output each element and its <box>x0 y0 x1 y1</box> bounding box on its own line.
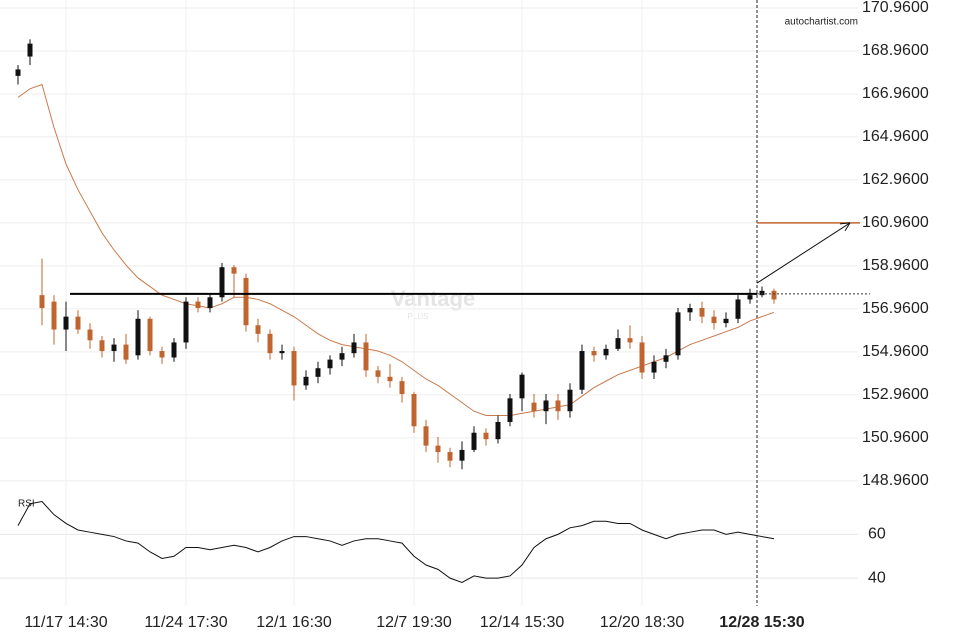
candle-body <box>147 318 153 352</box>
candle-body <box>15 69 21 76</box>
x-tick-label: 12/1 16:30 <box>256 614 332 631</box>
candle-body <box>63 316 69 330</box>
candle-body <box>759 290 765 296</box>
candle-body <box>627 338 633 343</box>
x-tick-label: 12/7 19:30 <box>376 614 452 631</box>
y-tick-label: 164.9600 <box>862 128 929 145</box>
candle-body <box>363 342 369 371</box>
candle-body <box>99 340 105 352</box>
candle-body <box>375 370 381 377</box>
rsi-tick-label: 60 <box>868 526 886 543</box>
candle-body <box>423 426 429 446</box>
y-tick-label: 154.9600 <box>862 343 929 360</box>
x-tick-label: 11/17 14:30 <box>24 614 107 631</box>
candle-body <box>579 351 585 390</box>
candle-body <box>543 400 549 412</box>
moving-average <box>17 83 775 417</box>
candle-body <box>75 316 81 330</box>
candle-body <box>159 351 165 358</box>
y-tick-label: 166.9600 <box>862 85 929 102</box>
candle-body <box>699 308 705 317</box>
rsi-label: RSI <box>18 499 35 510</box>
y-tick-label: 162.9600 <box>862 171 929 188</box>
candle-body <box>483 432 489 440</box>
candle-body <box>339 353 345 360</box>
candle-body <box>771 290 777 300</box>
candle-body <box>435 445 441 453</box>
candle-body <box>531 402 537 412</box>
candle-body <box>87 329 93 341</box>
watermark-sub: PLUS <box>408 312 429 321</box>
candle-body <box>663 355 669 362</box>
watermark: Vantage <box>391 286 475 311</box>
x-tick-label: 12/14 15:30 <box>480 614 565 631</box>
candle-body <box>255 325 261 334</box>
candle-body <box>183 301 189 343</box>
forecast-arrow <box>756 222 851 284</box>
candle-body <box>111 344 117 352</box>
candle-body <box>219 267 225 298</box>
candle-body <box>231 267 237 274</box>
candle-body <box>303 376 309 386</box>
candle-body <box>747 295 753 300</box>
candle-body <box>123 344 129 360</box>
candle-body <box>507 398 513 422</box>
candle-body <box>207 297 213 309</box>
candle-body <box>459 449 465 461</box>
candle-body <box>495 421 501 440</box>
candle-body <box>639 342 645 373</box>
candle-body <box>327 359 333 369</box>
candle-body <box>603 348 609 356</box>
x-tick-label: 11/24 17:30 <box>144 614 227 631</box>
candle-body <box>735 299 741 319</box>
candle-body <box>471 432 477 450</box>
candle-body <box>243 277 249 326</box>
candle-body <box>591 351 597 356</box>
candle-body <box>387 376 393 382</box>
y-tick-label: 168.9600 <box>862 42 929 59</box>
candle-body <box>615 338 621 349</box>
candle-body <box>723 318 729 324</box>
candle-body <box>519 374 525 399</box>
y-tick-label: 170.9600 <box>862 0 929 16</box>
y-tick-label: 156.9600 <box>862 300 929 317</box>
candle-body <box>51 301 57 330</box>
candle-body <box>279 351 285 354</box>
candle-body <box>195 301 201 309</box>
y-tick-label: 150.9600 <box>862 429 929 446</box>
candle-body <box>447 452 453 461</box>
y-tick-label: 158.9600 <box>862 257 929 274</box>
candle-body <box>135 318 141 356</box>
candle-body <box>651 361 657 373</box>
y-tick-label: 160.9600 <box>862 214 929 231</box>
candle-body <box>567 389 573 412</box>
y-tick-label: 148.9600 <box>862 472 929 489</box>
candle-body <box>171 342 177 358</box>
x-tick-label: 12/28 15:30 <box>719 614 805 631</box>
x-tick-label: 12/20 18:30 <box>600 614 685 631</box>
candle-body <box>711 316 717 324</box>
y-tick-label: 152.9600 <box>862 386 929 403</box>
candle-body <box>555 400 561 412</box>
rsi-tick-label: 40 <box>868 569 886 586</box>
candle-body <box>399 381 405 395</box>
candle-body <box>411 394 417 427</box>
candle-body <box>315 368 321 377</box>
candle-body <box>675 312 681 356</box>
source: autochartist.com <box>785 17 858 28</box>
arrow-head <box>839 222 851 232</box>
candle-body <box>291 351 297 386</box>
candle-body <box>39 295 45 309</box>
candle-body <box>687 308 693 313</box>
candle-body <box>27 43 33 57</box>
candle-body <box>267 333 273 354</box>
rsi-line <box>17 501 775 584</box>
candle-body <box>351 342 357 354</box>
